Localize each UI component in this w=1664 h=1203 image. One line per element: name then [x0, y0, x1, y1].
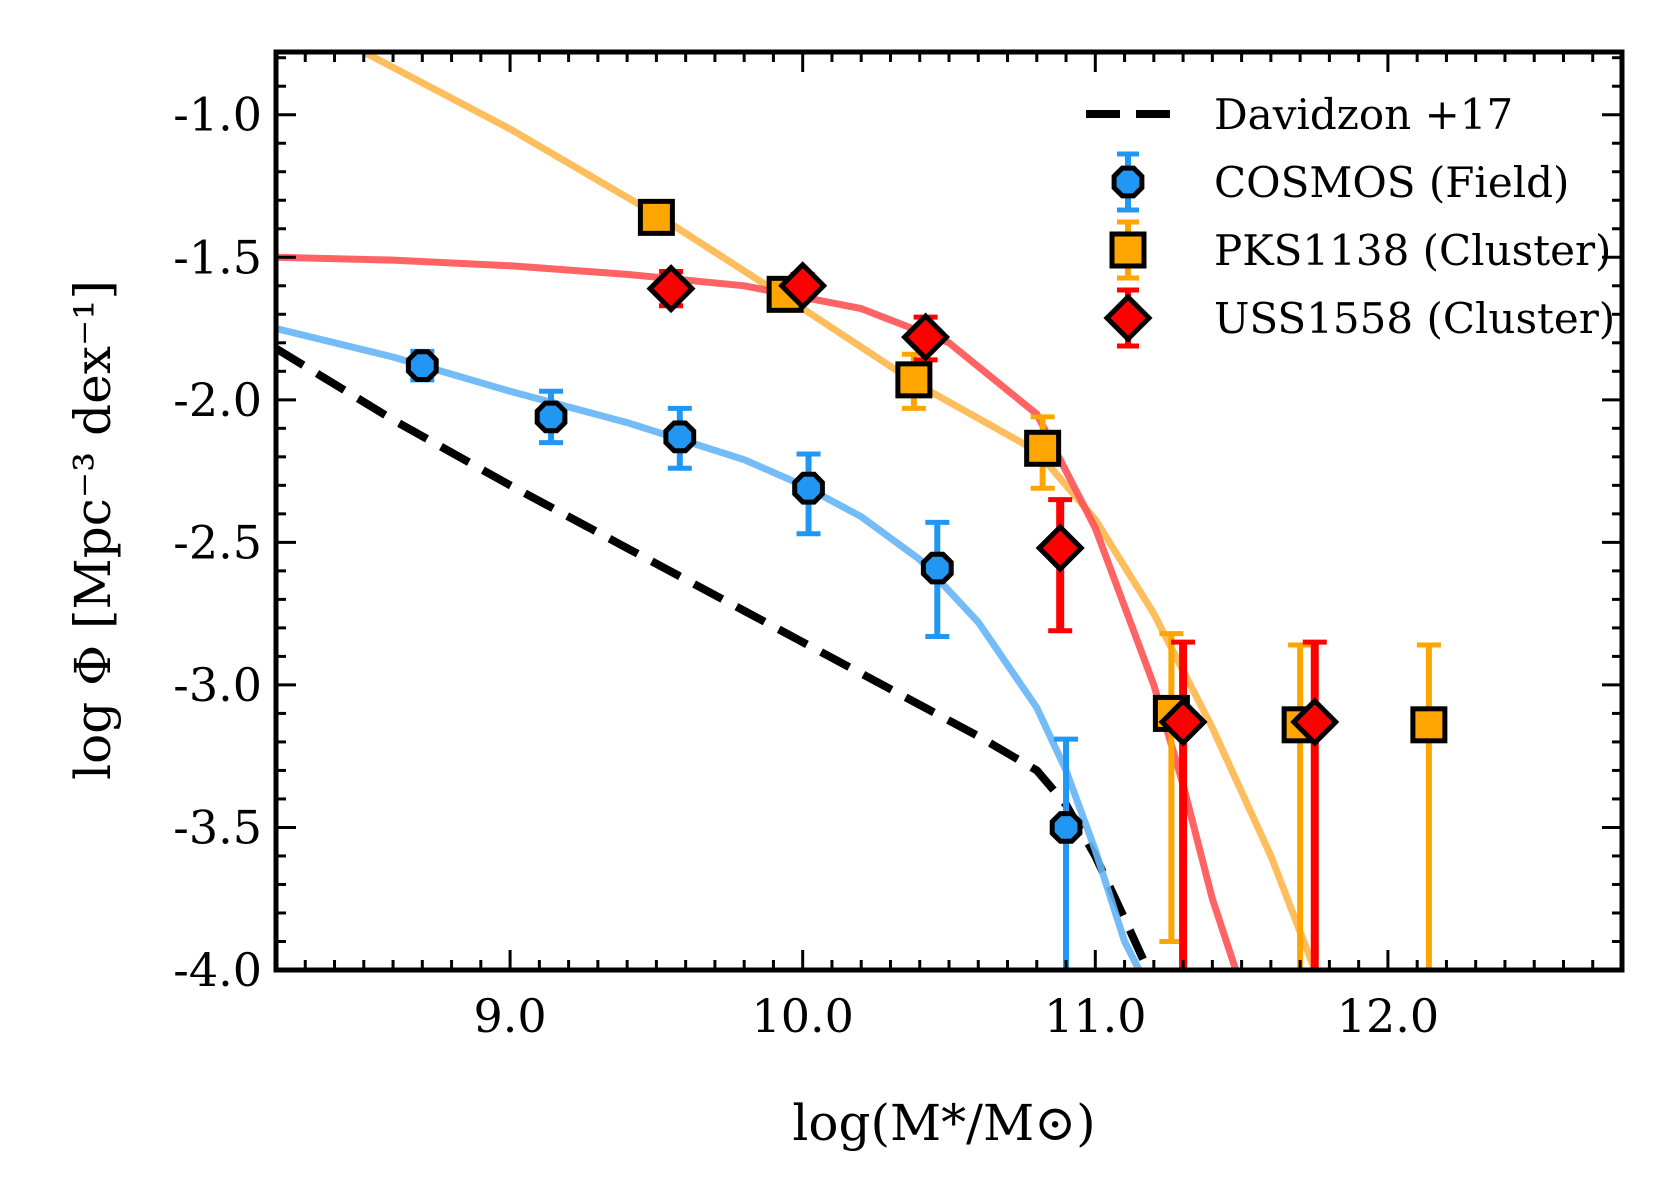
y-tick-label: -2.0 [173, 373, 262, 427]
point-uss1558-cluster [1035, 523, 1085, 573]
legend-item-cosmos-field: COSMOS (Field) [1111, 151, 1569, 213]
y-tick-label: -3.5 [173, 800, 262, 854]
fit-lines [276, 52, 1319, 970]
point-uss1558-cluster [901, 312, 951, 362]
x-tick-label: 11.0 [1044, 989, 1146, 1043]
x-tick-label: 9.0 [474, 989, 547, 1043]
legend: Davidzon +17 COSMOS (Field) PKS1138 (Clust… [1086, 90, 1615, 349]
point-cosmos-field [534, 400, 568, 434]
legend-swatch [1103, 293, 1153, 343]
data-markers [405, 198, 1448, 844]
y-tick-label: -2.5 [173, 515, 262, 569]
y-axis-label: log Φ [Mpc⁻³ dex⁻¹] [64, 280, 122, 780]
x-tick-label: 10.0 [751, 989, 853, 1043]
y-tick-label: -3.0 [173, 658, 262, 712]
legend-item-davidzon-17: Davidzon +17 [1086, 90, 1513, 139]
line-cosmos-fit [276, 325, 1143, 970]
point-uss1558-cluster [1158, 697, 1208, 747]
legend-swatch [1109, 231, 1147, 269]
point-pks1138-cluster [1024, 429, 1062, 467]
legend-item-uss1558-cluster: USS1558 (Cluster) [1103, 287, 1615, 349]
point-cosmos-field [792, 471, 825, 505]
point-uss1558-cluster [646, 264, 696, 314]
legend-label: Davidzon +17 [1214, 90, 1513, 139]
axes: 9.0 10.0 11.0 12.0 -1.0 -1.5 -2.0 -2.5 -3.0 -3.5 -… [173, 49, 1625, 1043]
errorbar-pks1138-cluster [1416, 642, 1441, 970]
point-cosmos-field [663, 420, 697, 454]
point-pks1138-cluster [637, 198, 675, 236]
point-uss1558-cluster [778, 261, 828, 311]
legend-label: USS1558 (Cluster) [1214, 294, 1615, 343]
y-tick-label: -1.5 [173, 230, 262, 284]
legend-label: COSMOS (Field) [1214, 158, 1569, 207]
y-tick-label: -4.0 [173, 943, 262, 997]
point-pks1138-cluster [1410, 706, 1448, 744]
x-axis-label: log(M*/M⊙) [792, 1094, 1095, 1152]
y-tick-label: -1.0 [173, 88, 262, 142]
point-uss1558-cluster [1290, 697, 1340, 747]
point-cosmos-field [405, 349, 439, 382]
point-pks1138-cluster [895, 361, 933, 399]
legend-item-pks1138-cluster: PKS1138 (Cluster) [1109, 219, 1611, 281]
point-cosmos-field [920, 551, 954, 585]
x-tick-label: 12.0 [1337, 989, 1439, 1043]
legend-label: PKS1138 (Cluster) [1214, 226, 1611, 275]
errorbar-pks1138-cluster [1288, 642, 1313, 970]
point-cosmos-field [1049, 811, 1083, 844]
errorbar-cosmos-field [1054, 736, 1079, 970]
errorbar-uss1558-cluster [1302, 639, 1327, 970]
legend-swatch [1111, 165, 1145, 199]
